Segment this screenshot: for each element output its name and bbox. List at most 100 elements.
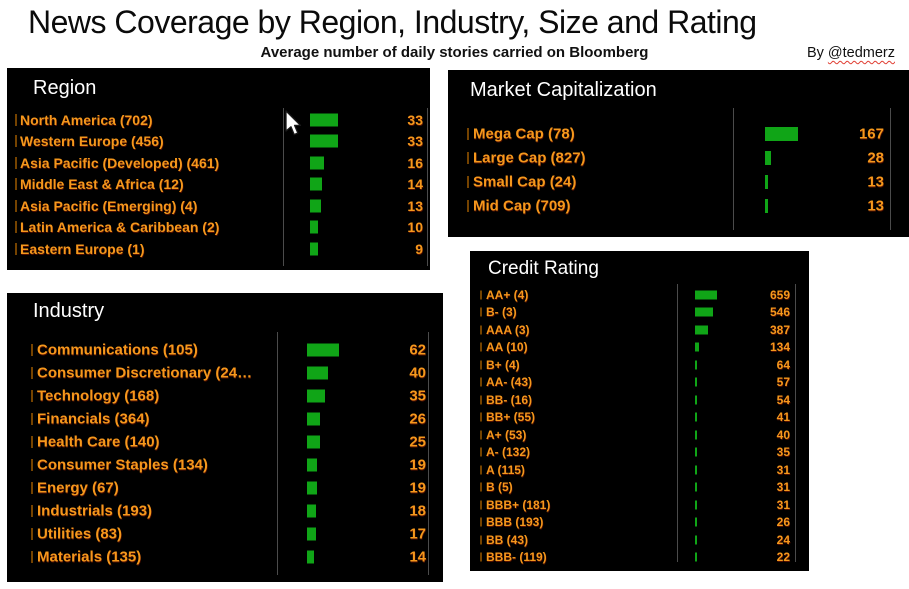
chart-row: B- (3) 546	[470, 304, 809, 322]
market-capitalization-panel-title: Market Capitalization	[470, 79, 657, 101]
row-value: 659	[769, 287, 790, 302]
chart-row: Utilities (83) 17	[7, 522, 443, 545]
row-label: Energy (67)	[37, 479, 119, 496]
chart-row: A (115) 31	[470, 461, 809, 479]
industry-bar-chart: Communications (105) 62 Consumer Discretio…	[7, 338, 443, 568]
row-bar	[310, 134, 338, 148]
row-label: Asia Pacific (Developed) (461)	[20, 154, 220, 171]
row-bar	[695, 465, 697, 475]
row-label: AA- (43)	[486, 375, 533, 390]
row-label: BBB- (119)	[486, 550, 547, 565]
industry-axis-line-left	[277, 332, 278, 575]
chart-row: Materials (135) 14	[7, 545, 443, 568]
row-bar	[310, 113, 338, 127]
row-tick-mark	[480, 290, 482, 300]
row-label: Eastern Europe (1)	[20, 240, 145, 257]
row-value: 167	[858, 125, 884, 143]
row-value: 33	[407, 133, 423, 150]
row-label: Small Cap (24)	[473, 173, 577, 191]
chart-row: BBB+ (181) 31	[470, 496, 809, 514]
row-tick-mark	[31, 481, 33, 494]
row-value: 57	[776, 375, 790, 390]
chart-row: B+ (4) 64	[470, 356, 809, 374]
row-bar	[307, 481, 317, 494]
row-bar	[695, 500, 697, 510]
row-bar	[695, 412, 697, 422]
row-value: 17	[409, 525, 426, 542]
row-value: 18	[409, 502, 426, 519]
row-label: Utilities (83)	[37, 525, 123, 542]
row-tick-mark	[15, 135, 17, 148]
row-tick-mark	[15, 178, 17, 191]
row-tick-mark	[480, 535, 482, 545]
row-label: Latin America & Caribbean (2)	[20, 219, 220, 236]
row-bar	[310, 156, 324, 170]
chart-row: Asia Pacific (Emerging) (4) 13	[7, 195, 430, 217]
industry-panel: Industry Communications (105) 62 Consumer …	[7, 293, 443, 582]
row-tick-mark	[15, 199, 17, 212]
row-bar	[765, 127, 798, 141]
page-title: News Coverage by Region, Industry, Size …	[28, 4, 757, 40]
row-label: B (5)	[486, 480, 513, 495]
chart-row: B (5) 31	[470, 479, 809, 497]
row-tick-mark	[31, 389, 33, 402]
row-bar	[307, 389, 325, 402]
row-value: 35	[776, 445, 790, 460]
row-value: 40	[409, 364, 426, 381]
row-tick-mark	[480, 500, 482, 510]
row-value: 64	[776, 357, 790, 372]
row-label: B+ (4)	[486, 357, 520, 372]
credit-rating-panel-title: Credit Rating	[488, 258, 599, 279]
chart-row: Eastern Europe (1) 9	[7, 238, 430, 260]
row-tick-mark	[467, 152, 469, 164]
row-bar	[695, 360, 697, 370]
row-value: 16	[407, 154, 423, 171]
chart-row: North America (702) 33	[7, 109, 430, 131]
credit-axis-line-left	[677, 284, 678, 562]
row-label: Industrials (193)	[37, 502, 153, 519]
row-bar	[695, 552, 697, 562]
row-value: 40	[776, 427, 790, 442]
chart-row: Latin America & Caribbean (2) 10	[7, 217, 430, 239]
row-label: Large Cap (827)	[473, 149, 586, 167]
row-label: Communications (105)	[37, 341, 198, 358]
row-label: Mid Cap (709)	[473, 197, 571, 215]
row-label: A (115)	[486, 462, 525, 477]
row-bar	[310, 220, 318, 234]
row-value: 24	[776, 532, 790, 547]
chart-row: Consumer Discretionary (24… 40	[7, 361, 443, 384]
byline: By @tedmerz	[807, 45, 895, 61]
row-tick-mark	[480, 325, 482, 335]
chart-row: AA- (43) 57	[470, 374, 809, 392]
row-label: AA (10)	[486, 340, 528, 355]
row-value: 25	[409, 433, 426, 450]
row-bar	[695, 307, 713, 317]
row-value: 22	[776, 550, 790, 565]
chart-row: BB+ (55) 41	[470, 409, 809, 427]
row-tick-mark	[31, 412, 33, 425]
chart-row: Industrials (193) 18	[7, 499, 443, 522]
row-tick-mark	[31, 527, 33, 540]
row-tick-mark	[31, 550, 33, 563]
region-panel: Region North America (702) 33 Western Euro…	[7, 68, 430, 270]
row-tick-mark	[31, 366, 33, 379]
row-value: 19	[409, 456, 426, 473]
mcap-axis-line-left	[733, 108, 734, 230]
chart-row: Communications (105) 62	[7, 338, 443, 361]
row-value: 54	[776, 392, 790, 407]
row-label: AAA (3)	[486, 322, 530, 337]
region-panel-title: Region	[33, 77, 97, 99]
region-axis-line-left	[283, 108, 284, 266]
row-tick-mark	[467, 128, 469, 140]
row-value: 41	[776, 410, 790, 425]
row-value: 134	[769, 340, 790, 355]
market-capitalization-panel: Market Capitalization Mega Cap (78) 167 La…	[448, 70, 909, 237]
row-label: Materials (135)	[37, 548, 142, 565]
row-value: 387	[769, 322, 790, 337]
row-value: 14	[409, 548, 426, 565]
row-tick-mark	[480, 307, 482, 317]
row-tick-mark	[15, 242, 17, 255]
row-value: 31	[776, 462, 790, 477]
row-value: 546	[769, 305, 790, 320]
